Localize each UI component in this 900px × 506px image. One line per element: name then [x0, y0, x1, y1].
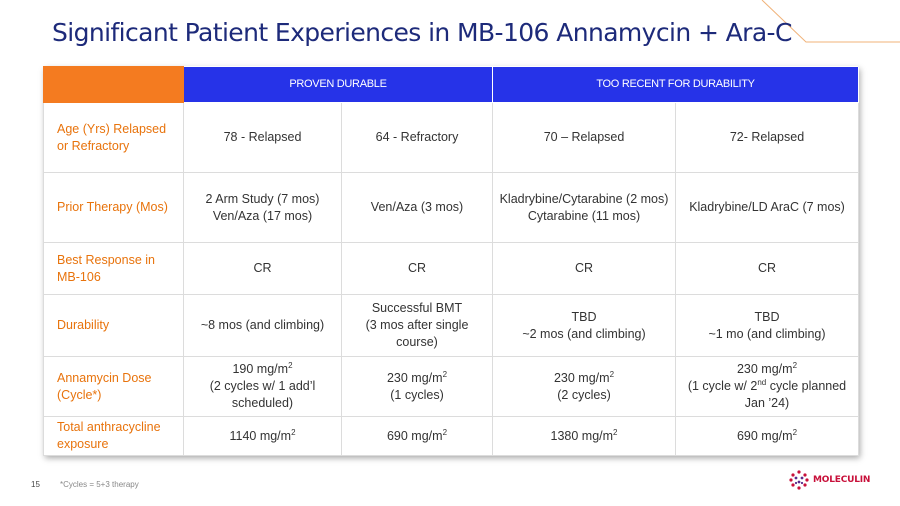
table-cell: 78 - Relapsed — [183, 102, 342, 173]
header-too-recent: TOO RECENT FOR DURABILITY — [492, 66, 859, 103]
table-cell: ~8 mos (and climbing) — [183, 294, 342, 357]
patient-table: PROVEN DURABLE TOO RECENT FOR DURABILITY… — [43, 66, 859, 456]
company-logo: MOLECULIN — [788, 469, 870, 491]
header-proven-durable: PROVEN DURABLE — [183, 66, 493, 103]
table-cell: TBD ~1 mo (and climbing) — [675, 294, 859, 357]
table-cell: 70 – Relapsed — [492, 102, 676, 173]
row-label-annamycin-dose: Annamycin Dose (Cycle*) — [43, 356, 184, 417]
table-row: Annamycin Dose (Cycle*) 190 mg/m2 (2 cyc… — [43, 356, 859, 417]
footnote: *Cycles = 5+3 therapy — [60, 480, 139, 489]
table-cell: Successful BMT (3 mos after single course) — [341, 294, 493, 357]
row-label-best-response: Best Response in MB-106 — [43, 242, 184, 295]
table-cell: 1140 mg/m2 — [183, 416, 342, 456]
header-corner — [43, 66, 184, 103]
table-cell: 64 - Refractory — [341, 102, 493, 173]
logo-wordmark: MOLECULIN — [813, 475, 871, 485]
table-cell: 690 mg/m2 — [675, 416, 859, 456]
table-row: Best Response in MB-106 CR CR CR CR — [43, 242, 859, 295]
table-cell: CR — [341, 242, 493, 295]
table-cell: 690 mg/m2 — [341, 416, 493, 456]
table-cell: 72- Relapsed — [675, 102, 859, 173]
row-label-total-anthracycline: Total anthracycline exposure — [43, 416, 184, 456]
page-number: 15 — [31, 480, 40, 489]
row-label-prior-therapy: Prior Therapy (Mos) — [43, 172, 184, 243]
molecule-logo-icon — [789, 470, 809, 490]
page-title: Significant Patient Experiences in MB-10… — [52, 18, 792, 47]
table-cell: 230 mg/m2 (1 cycle w/ 2nd cycle planned … — [675, 356, 859, 417]
table-row: Prior Therapy (Mos) 2 Arm Study (7 mos) V… — [43, 172, 859, 243]
table-cell: CR — [492, 242, 676, 295]
patient-table-wrapper: PROVEN DURABLE TOO RECENT FOR DURABILITY… — [43, 66, 859, 456]
table-row: Age (Yrs) Relapsed or Refractory 78 - Re… — [43, 102, 859, 173]
table-cell: TBD ~2 mos (and climbing) — [492, 294, 676, 357]
table-cell: 190 mg/m2 (2 cycles w/ 1 add’l scheduled… — [183, 356, 342, 417]
table-row: Total anthracycline exposure 1140 mg/m2 … — [43, 416, 859, 456]
row-label-age: Age (Yrs) Relapsed or Refractory — [43, 102, 184, 173]
table-row: Durability ~8 mos (and climbing) Success… — [43, 294, 859, 357]
table-cell: 1380 mg/m2 — [492, 416, 676, 456]
row-label-durability: Durability — [43, 294, 184, 357]
table-cell: 230 mg/m2 (1 cycles) — [341, 356, 493, 417]
table-cell: CR — [183, 242, 342, 295]
table-cell: CR — [675, 242, 859, 295]
table-cell: 230 mg/m2 (2 cycles) — [492, 356, 676, 417]
table-cell: Kladrybine/LD AraC (7 mos) — [675, 172, 859, 243]
table-cell: Ven/Aza (3 mos) — [341, 172, 493, 243]
table-cell: Kladrybine/Cytarabine (2 mos) Cytarabine … — [492, 172, 676, 243]
header-row: PROVEN DURABLE TOO RECENT FOR DURABILITY — [43, 66, 859, 103]
table-cell: 2 Arm Study (7 mos) Ven/Aza (17 mos) — [183, 172, 342, 243]
corner-decoration — [761, 0, 900, 43]
